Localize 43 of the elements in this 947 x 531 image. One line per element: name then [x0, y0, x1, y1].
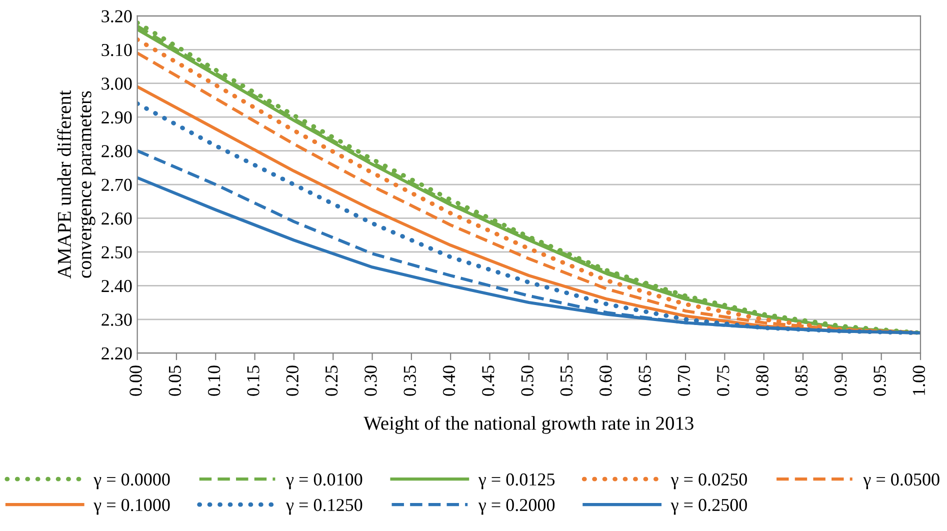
x-tick-label: 0.35 — [404, 366, 416, 396]
x-tick-label: 0.20 — [286, 366, 299, 396]
y-tick-label: 2.20 — [102, 347, 132, 360]
y-tick-label: 2.70 — [102, 178, 132, 192]
x-tick-label: 0.85 — [795, 366, 808, 396]
x-tick-label: 0.60 — [600, 366, 612, 396]
y-tick-label: 2.60 — [102, 212, 132, 225]
x-tick-label: 0.25 — [325, 366, 338, 396]
legend-label: γ = 0.2000 — [478, 498, 555, 515]
legend-label: γ = 0.0250 — [670, 473, 747, 490]
legend-label: γ = 0.0500 — [863, 473, 940, 490]
legend-label: γ = 0.0100 — [286, 473, 362, 490]
y-tick-label: 3.20 — [102, 10, 132, 22]
x-tick-label: 0.40 — [442, 366, 456, 396]
x-tick-label: 0.55 — [560, 366, 573, 396]
x-axis-title: Weight of the national growth rate in 2013 — [364, 416, 694, 434]
x-tick-label: 0.00 — [130, 366, 142, 396]
y-tick-label: 3.00 — [102, 78, 132, 90]
legend-label: γ = 0.1000 — [94, 498, 170, 515]
legend-label: γ = 0.2500 — [670, 498, 747, 515]
x-tick-label: 0.70 — [678, 366, 690, 396]
y-tick-label: 2.30 — [102, 314, 132, 326]
y-axis-title: AMAPE under different convergence parameters — [57, 90, 96, 279]
x-tick-label: 0.80 — [756, 366, 768, 396]
x-tick-label: 0.95 — [874, 366, 886, 396]
y-tick-label: 2.50 — [102, 246, 132, 258]
x-tick-label: 0.75 — [717, 366, 730, 396]
y-tick-label: 3.10 — [102, 44, 132, 56]
x-tick-label: 0.05 — [168, 366, 182, 396]
x-tick-label: 0.45 — [482, 366, 494, 396]
x-tick-label: 0.50 — [521, 366, 534, 396]
x-tick-label: 1.00 — [912, 366, 926, 395]
x-tick-label: 0.15 — [247, 366, 260, 396]
y-tick-label: 2.40 — [102, 280, 132, 292]
y-tick-label: 2.80 — [102, 145, 132, 158]
legend-label: γ = 0.0000 — [94, 473, 170, 490]
y-tick-label: 2.90 — [102, 111, 132, 124]
x-tick-label: 0.30 — [364, 366, 377, 396]
x-tick-label: 0.10 — [208, 366, 220, 396]
x-tick-label: 0.65 — [638, 366, 651, 396]
x-tick-label: 0.90 — [834, 366, 847, 396]
legend-label: γ = 0.1250 — [286, 498, 362, 515]
legend-label: γ = 0.0125 — [478, 473, 555, 490]
